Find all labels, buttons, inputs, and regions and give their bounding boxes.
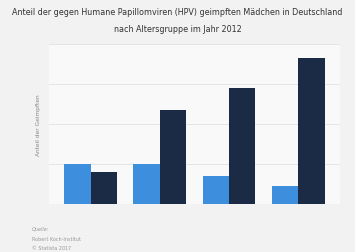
Bar [64, 165, 91, 204]
Text: Quelle:: Quelle: [32, 226, 49, 231]
Bar [229, 89, 256, 204]
Text: nach Altersgruppe im Jahr 2012: nach Altersgruppe im Jahr 2012 [114, 25, 241, 34]
Bar [91, 172, 117, 204]
Text: Robert Koch-Institut: Robert Koch-Institut [32, 236, 81, 241]
Bar [272, 186, 299, 204]
Y-axis label: Anteil der Geimpften: Anteil der Geimpften [36, 94, 41, 155]
Text: © Statista 2017: © Statista 2017 [32, 245, 71, 250]
Bar [160, 111, 186, 204]
Bar [203, 176, 229, 204]
Bar [133, 165, 160, 204]
Bar [299, 59, 325, 204]
Text: Anteil der gegen Humane Papillomviren (HPV) geimpften Mädchen in Deutschland: Anteil der gegen Humane Papillomviren (H… [12, 8, 343, 17]
